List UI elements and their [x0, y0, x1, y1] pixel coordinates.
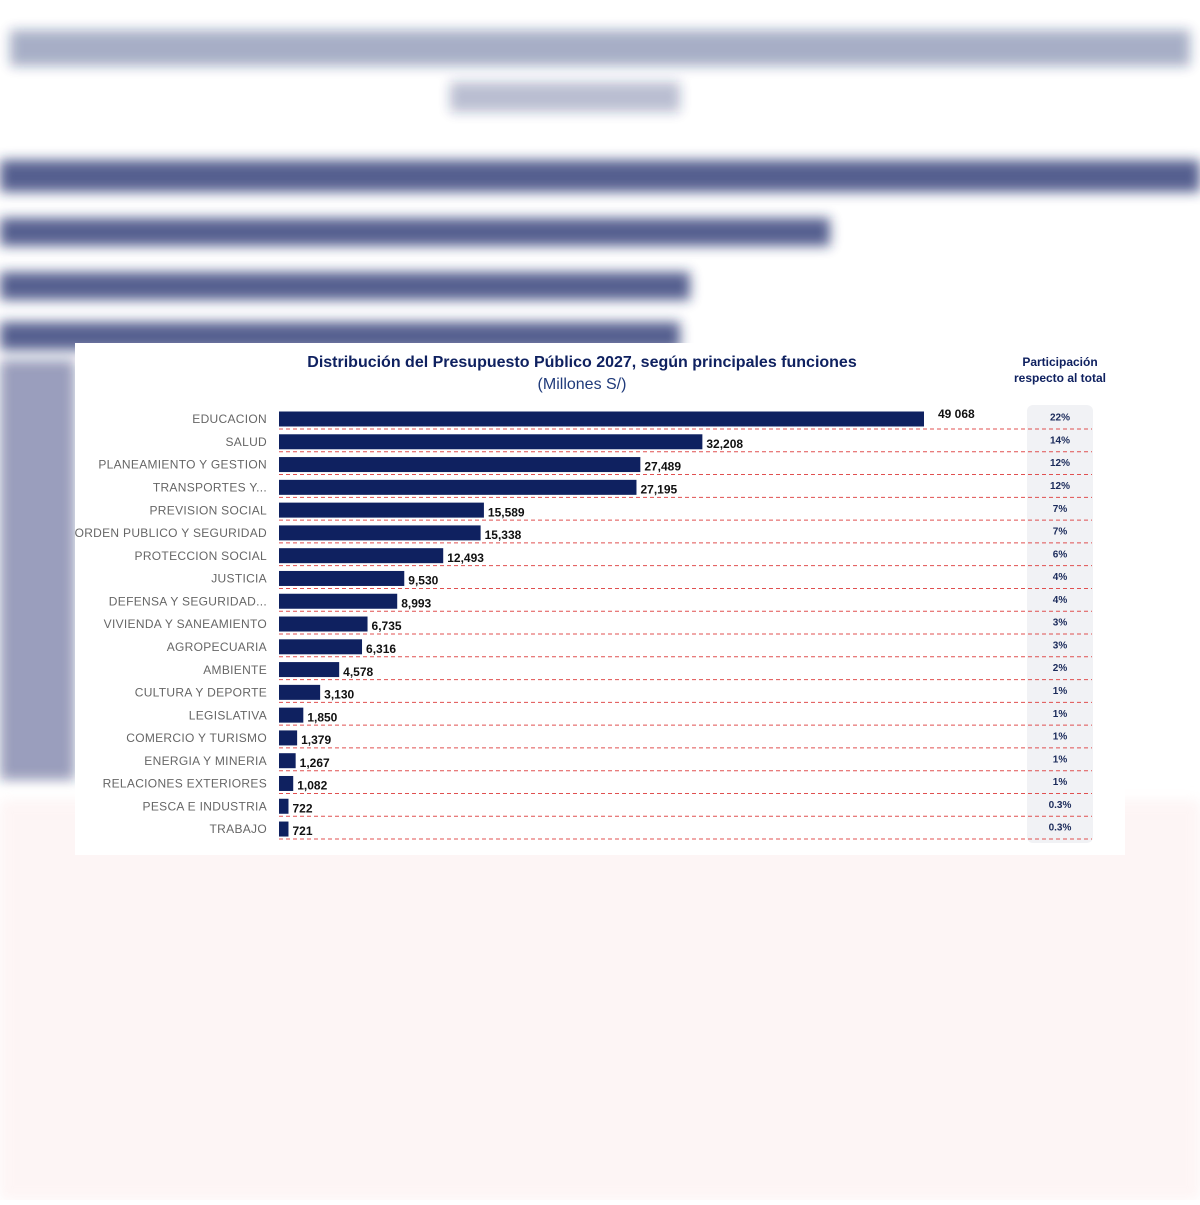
bar — [279, 707, 304, 723]
share-label: 12% — [1050, 481, 1070, 492]
value-label: 721 — [292, 824, 312, 838]
bar — [279, 662, 340, 678]
category-label: ENERGIA Y MINERIA — [144, 754, 267, 768]
category-label: AGROPECUARIA — [167, 640, 267, 654]
bar — [279, 502, 484, 518]
bar — [279, 548, 444, 564]
bar — [279, 525, 481, 541]
share-label: 1% — [1053, 686, 1068, 697]
share-label: 1% — [1053, 732, 1068, 743]
value-label: 9,530 — [408, 574, 438, 588]
chart-panel — [75, 343, 1125, 855]
category-label: PESCA E INDUSTRIA — [143, 799, 267, 813]
share-label: 7% — [1053, 504, 1068, 515]
value-label: 1,082 — [297, 779, 327, 793]
category-label: PREVISION SOCIAL — [150, 503, 268, 517]
bar — [279, 730, 298, 746]
bar — [279, 457, 641, 473]
value-label: 15,589 — [488, 505, 525, 519]
value-label: 1,379 — [301, 733, 331, 747]
bar — [279, 775, 294, 791]
share-label: 7% — [1053, 527, 1068, 538]
share-label: 0.3% — [1049, 823, 1072, 834]
share-label: 1% — [1053, 777, 1068, 788]
value-label: 4,578 — [343, 665, 373, 679]
category-label: TRANSPORTES Y... — [153, 481, 267, 495]
share-label: 3% — [1053, 618, 1068, 629]
chart-title: Distribución del Presupuesto Público 202… — [307, 354, 857, 371]
share-label: 3% — [1053, 640, 1068, 651]
category-label: DEFENSA Y SEGURIDAD... — [109, 594, 267, 608]
bar — [279, 639, 363, 655]
bar — [279, 798, 289, 814]
bar — [279, 684, 321, 700]
category-label: AMBIENTE — [203, 663, 267, 677]
value-label: 1,267 — [300, 756, 330, 770]
value-label: 32,208 — [706, 437, 743, 451]
bar — [279, 411, 924, 427]
value-label: 27,489 — [644, 460, 681, 474]
category-label: EDUCACION — [192, 412, 267, 426]
category-label: PROTECCION SOCIAL — [135, 549, 267, 563]
bar — [279, 753, 296, 769]
bar — [279, 821, 289, 837]
value-label: 27,195 — [640, 483, 677, 497]
category-label: TRABAJO — [210, 822, 267, 836]
share-label: 4% — [1053, 572, 1068, 583]
bar — [279, 434, 703, 450]
share-label: 6% — [1053, 549, 1068, 560]
value-label: 8,993 — [401, 596, 431, 610]
value-label: 722 — [292, 801, 312, 815]
category-label: COMERCIO Y TURISMO — [126, 731, 267, 745]
category-label: ORDEN PUBLICO Y SEGURIDAD — [75, 526, 267, 540]
bar — [279, 616, 368, 632]
bar — [279, 479, 637, 495]
bar — [279, 593, 398, 609]
value-label: 6,316 — [366, 642, 396, 656]
category-label: RELACIONES EXTERIORES — [103, 777, 267, 791]
category-label: SALUD — [225, 435, 267, 449]
share-title: Participación — [1022, 355, 1097, 369]
value-label: 1,850 — [307, 710, 337, 724]
value-label: 49 068 — [938, 407, 975, 421]
share-label: 1% — [1053, 754, 1068, 765]
chart-subtitle: (Millones S/) — [538, 376, 627, 393]
value-label: 3,130 — [324, 688, 354, 702]
share-label: 0.3% — [1049, 800, 1072, 811]
category-label: LEGISLATIVA — [189, 708, 267, 722]
share-label: 14% — [1050, 435, 1070, 446]
category-label: CULTURA Y DEPORTE — [135, 686, 267, 700]
category-label: VIVIENDA Y SANEAMIENTO — [104, 617, 267, 631]
share-label: 4% — [1053, 595, 1068, 606]
share-column — [1027, 405, 1093, 843]
share-label: 12% — [1050, 458, 1070, 469]
bar — [279, 570, 405, 586]
blurred-background — [0, 30, 1200, 1200]
value-label: 15,338 — [485, 528, 522, 542]
share-label: 22% — [1050, 413, 1070, 424]
value-label: 6,735 — [372, 619, 402, 633]
category-label: JUSTICIA — [211, 572, 267, 586]
share-label: 2% — [1053, 663, 1068, 674]
value-label: 12,493 — [447, 551, 484, 565]
share-title: respecto al total — [1014, 371, 1106, 385]
category-label: PLANEAMIENTO Y GESTION — [98, 458, 267, 472]
share-label: 1% — [1053, 709, 1068, 720]
